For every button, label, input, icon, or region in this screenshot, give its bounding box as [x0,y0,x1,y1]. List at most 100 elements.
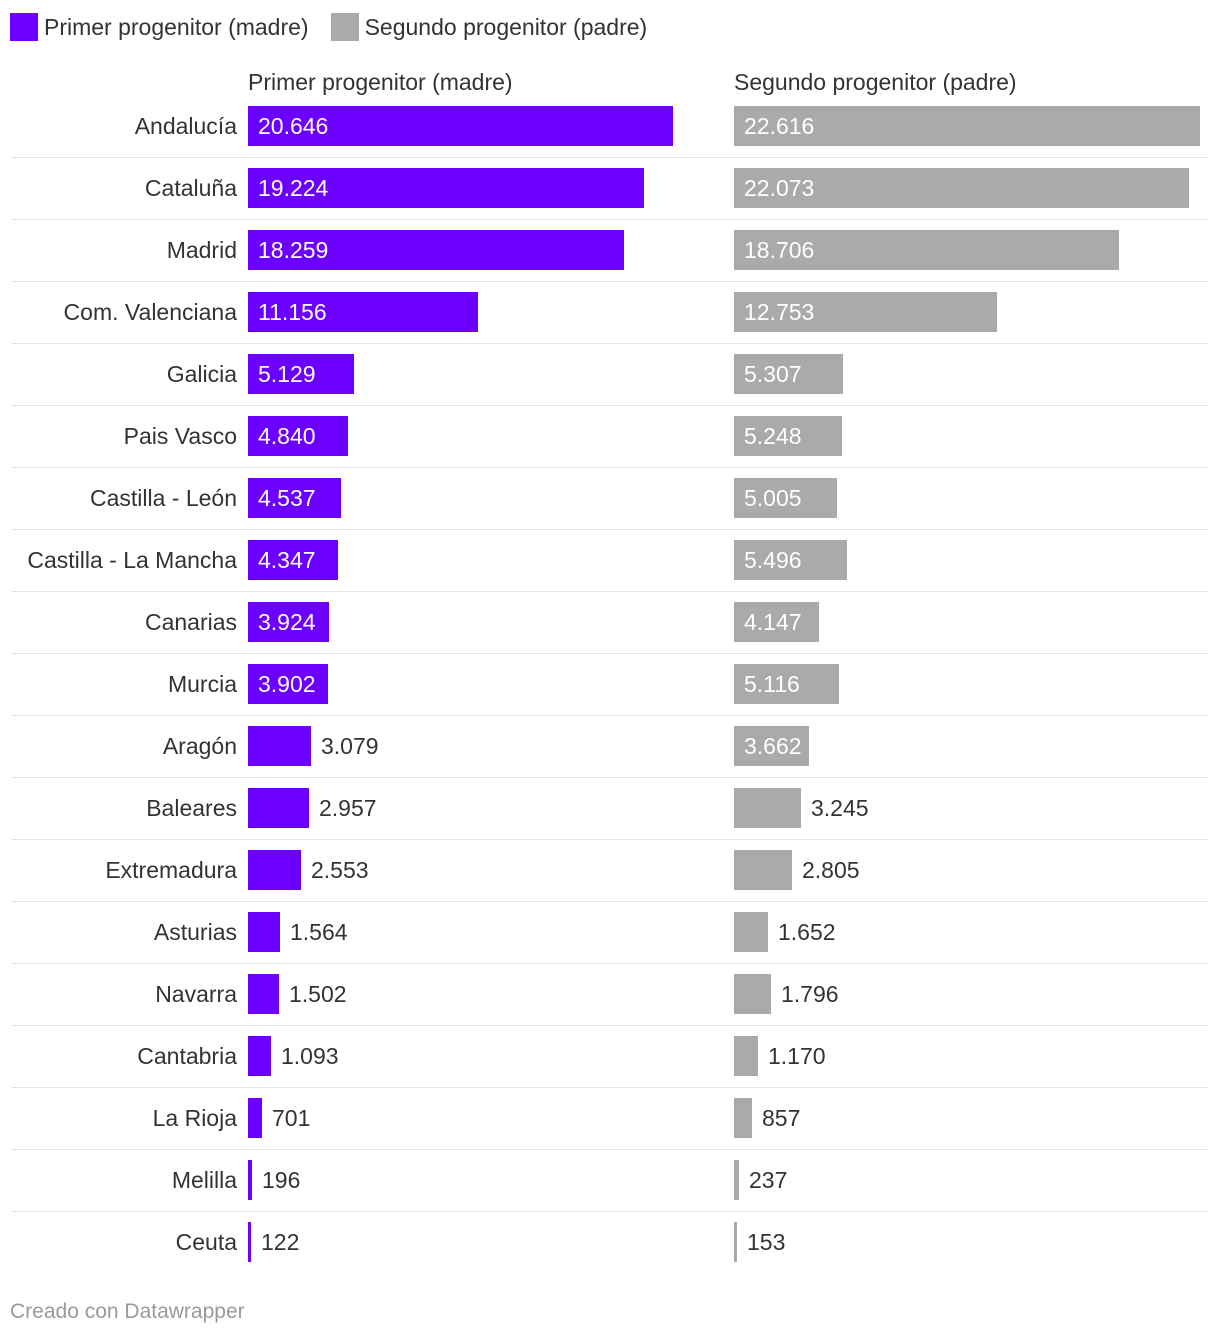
category-label: Navarra [155,981,237,1007]
bar-mother[interactable] [248,106,673,146]
row-divider [12,281,1208,282]
value-label-father: 3.245 [811,795,869,821]
value-label-mother: 18.259 [258,237,329,263]
bar-father[interactable] [734,850,792,890]
column-header-father: Segundo progenitor (padre) [734,69,1017,95]
bar-father[interactable] [734,416,842,456]
row-divider [12,1149,1208,1150]
bar-mother[interactable] [248,850,301,890]
bar-mother[interactable] [248,1098,262,1138]
bar-mother[interactable] [248,1160,252,1200]
value-label-father: 5.307 [744,361,802,387]
value-label-mother: 5.129 [258,361,316,387]
category-label: Galicia [166,361,237,387]
value-label-father: 18.706 [744,237,815,263]
value-label-father: 237 [749,1167,788,1193]
value-label-father: 5.116 [744,671,800,697]
value-label-mother: 3.924 [258,609,316,635]
bar-father[interactable] [734,540,847,580]
value-label-mother: 122 [261,1229,300,1255]
category-label: Melilla [171,1167,237,1193]
row-divider [12,343,1208,344]
bar-mother[interactable] [248,664,328,704]
value-label-mother: 19.224 [258,175,329,201]
value-label-father: 3.662 [744,733,802,759]
bar-father[interactable] [734,974,771,1014]
bar-mother[interactable] [248,788,309,828]
legend-swatch-father [330,13,359,41]
value-label-mother: 20.646 [258,113,329,139]
row-divider [12,405,1208,406]
bar-father[interactable] [734,1036,758,1076]
row-divider [12,777,1208,778]
row-divider [12,157,1208,158]
legend-item-mother[interactable]: Primer progenitor (madre) [10,13,309,41]
value-label-mother: 4.537 [258,485,316,511]
value-label-mother: 11.156 [258,299,327,325]
bar-father[interactable] [734,478,837,518]
bar-mother[interactable] [248,354,354,394]
bar-mother[interactable] [248,726,311,766]
bar-mother[interactable] [248,1036,271,1076]
column-header-mother: Primer progenitor (madre) [248,69,513,95]
bar-father[interactable] [734,1160,739,1200]
value-label-father: 5.005 [744,485,802,511]
legend-item-father[interactable]: Segundo progenitor (padre) [330,13,648,41]
row-divider [12,1087,1208,1088]
category-label: Cataluña [144,175,237,201]
bar-father[interactable] [734,292,997,332]
bar-mother[interactable] [248,292,478,332]
bar-father[interactable] [734,664,839,704]
category-label: Extremadura [105,857,237,883]
value-label-father: 12.753 [744,299,815,325]
value-label-mother: 1.093 [281,1043,339,1069]
row-divider [12,591,1208,592]
value-label-father: 5.496 [744,547,802,573]
category-label: Murcia [167,671,237,697]
bar-father[interactable] [734,168,1189,208]
category-label: Madrid [166,237,237,263]
value-label-father: 2.805 [802,857,860,883]
bar-mother[interactable] [248,1222,251,1262]
value-label-mother: 701 [272,1105,311,1131]
value-label-mother: 1.502 [289,981,347,1007]
bar-mother[interactable] [248,230,624,270]
value-label-father: 1.170 [768,1043,826,1069]
bar-mother[interactable] [248,478,341,518]
legend-label-mother: Primer progenitor (madre) [44,13,309,40]
value-label-mother: 3.902 [258,671,316,697]
bar-mother[interactable] [248,416,348,456]
bar-father[interactable] [734,602,819,642]
bar-father[interactable] [734,912,768,952]
row-divider [12,839,1208,840]
bar-father[interactable] [734,788,801,828]
category-label: Asturias [153,919,237,945]
value-label-father: 4.147 [744,609,802,635]
bar-mother[interactable] [248,912,280,952]
bar-mother[interactable] [248,974,279,1014]
footer-credit: Creado con Datawrapper [10,1300,245,1323]
value-label-father: 22.073 [744,175,815,201]
bar-father[interactable] [734,726,809,766]
bar-mother[interactable] [248,540,338,580]
bar-father[interactable] [734,230,1119,270]
row-divider [12,901,1208,902]
value-label-father: 153 [747,1229,786,1255]
legend-label-father: Segundo progenitor (padre) [364,13,648,40]
bar-father[interactable] [734,1222,737,1262]
category-label: Castilla - León [89,485,237,511]
row-divider [12,529,1208,530]
value-label-mother: 2.553 [311,857,369,883]
value-label-father: 1.652 [778,919,836,945]
category-label: Ceuta [175,1229,237,1255]
value-label-mother: 4.347 [258,547,316,573]
row-divider [12,467,1208,468]
value-label-mother: 2.957 [319,795,377,821]
bar-father[interactable] [734,1098,752,1138]
bar-father[interactable] [734,354,843,394]
bar-mother[interactable] [248,602,329,642]
bar-mother[interactable] [248,168,644,208]
bar-father[interactable] [734,106,1200,146]
category-label: Canarias [144,609,237,635]
